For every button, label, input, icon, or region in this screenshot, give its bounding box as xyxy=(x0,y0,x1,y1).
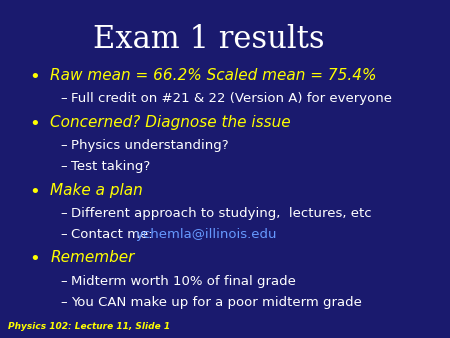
Text: Raw mean = 66.2% Scaled mean = 75.4%: Raw mean = 66.2% Scaled mean = 75.4% xyxy=(50,68,377,82)
Text: •: • xyxy=(29,250,40,268)
Text: Concerned? Diagnose the issue: Concerned? Diagnose the issue xyxy=(50,115,291,129)
Text: Different approach to studying,  lectures, etc: Different approach to studying, lectures… xyxy=(71,207,372,220)
Text: •: • xyxy=(29,183,40,200)
Text: –: – xyxy=(61,92,68,105)
Text: Exam 1 results: Exam 1 results xyxy=(94,24,325,55)
Text: Physics 102: Lecture 11, Slide 1: Physics 102: Lecture 11, Slide 1 xyxy=(9,322,171,331)
Text: –: – xyxy=(61,228,68,241)
Text: –: – xyxy=(61,139,68,152)
Text: You CAN make up for a poor midterm grade: You CAN make up for a poor midterm grade xyxy=(71,296,362,309)
Text: Full credit on #21 & 22 (Version A) for everyone: Full credit on #21 & 22 (Version A) for … xyxy=(71,92,392,105)
Text: –: – xyxy=(61,160,68,173)
Text: •: • xyxy=(29,115,40,132)
Text: Contact me:: Contact me: xyxy=(71,228,157,241)
Text: ychemla@illinois.edu: ychemla@illinois.edu xyxy=(136,228,278,241)
Text: Midterm worth 10% of final grade: Midterm worth 10% of final grade xyxy=(71,275,296,288)
Text: –: – xyxy=(61,207,68,220)
Text: Make a plan: Make a plan xyxy=(50,183,143,197)
Text: Remember: Remember xyxy=(50,250,135,265)
Text: –: – xyxy=(61,275,68,288)
Text: Test taking?: Test taking? xyxy=(71,160,150,173)
Text: Physics understanding?: Physics understanding? xyxy=(71,139,229,152)
Text: –: – xyxy=(61,296,68,309)
Text: •: • xyxy=(29,68,40,86)
